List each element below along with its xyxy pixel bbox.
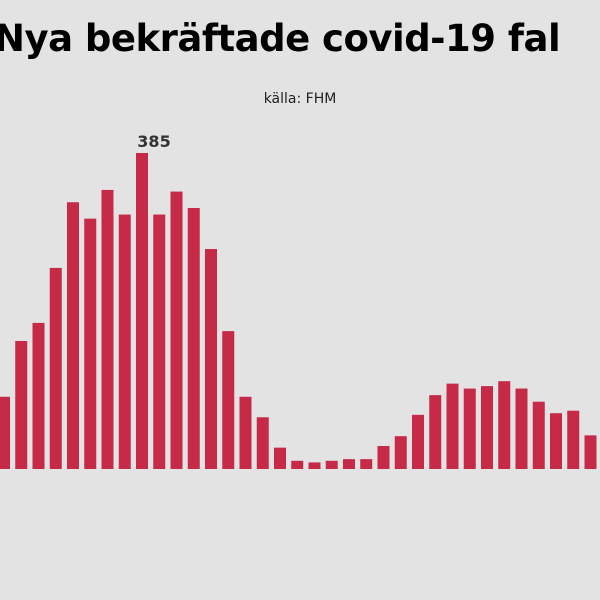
bar-29: [498, 381, 511, 469]
bar-3: [49, 267, 62, 469]
bar-34: [584, 435, 597, 469]
bar-6: [101, 189, 114, 469]
bar-23: [394, 436, 407, 469]
peak-value-label: 385: [137, 132, 170, 151]
bar-13: [222, 331, 235, 469]
bar-28: [481, 386, 493, 469]
bar-15: [256, 417, 269, 469]
bar-32: [550, 413, 562, 469]
bar-16: [274, 447, 286, 469]
bar-10: [170, 191, 183, 469]
bar-17: [291, 460, 304, 469]
bar-30: [515, 388, 528, 469]
bar-12: [205, 249, 217, 469]
bar-21: [360, 459, 373, 469]
bar-7: [118, 214, 131, 469]
bar-8: [136, 153, 148, 469]
bar-20: [343, 459, 355, 469]
bar-5: [84, 218, 97, 469]
bar-1: [15, 340, 28, 469]
bar-33: [567, 410, 580, 469]
bar-26: [446, 383, 459, 469]
bar-19: [325, 460, 338, 469]
bar-11: [187, 207, 200, 470]
bar-14: [239, 396, 252, 469]
bar-18: [308, 462, 321, 469]
bar-24: [412, 414, 424, 469]
bar-2: [32, 322, 45, 469]
bar-0: [0, 396, 10, 469]
bar-4: [67, 202, 79, 469]
bar-9: [153, 214, 166, 469]
bar-25: [429, 395, 442, 469]
chart-source: källa: FHM: [263, 91, 337, 107]
bar-22: [377, 446, 390, 469]
bar-31: [532, 401, 545, 469]
chart-title: Nya bekräftade covid-19 fal: [0, 17, 561, 60]
bar-27: [463, 388, 476, 469]
